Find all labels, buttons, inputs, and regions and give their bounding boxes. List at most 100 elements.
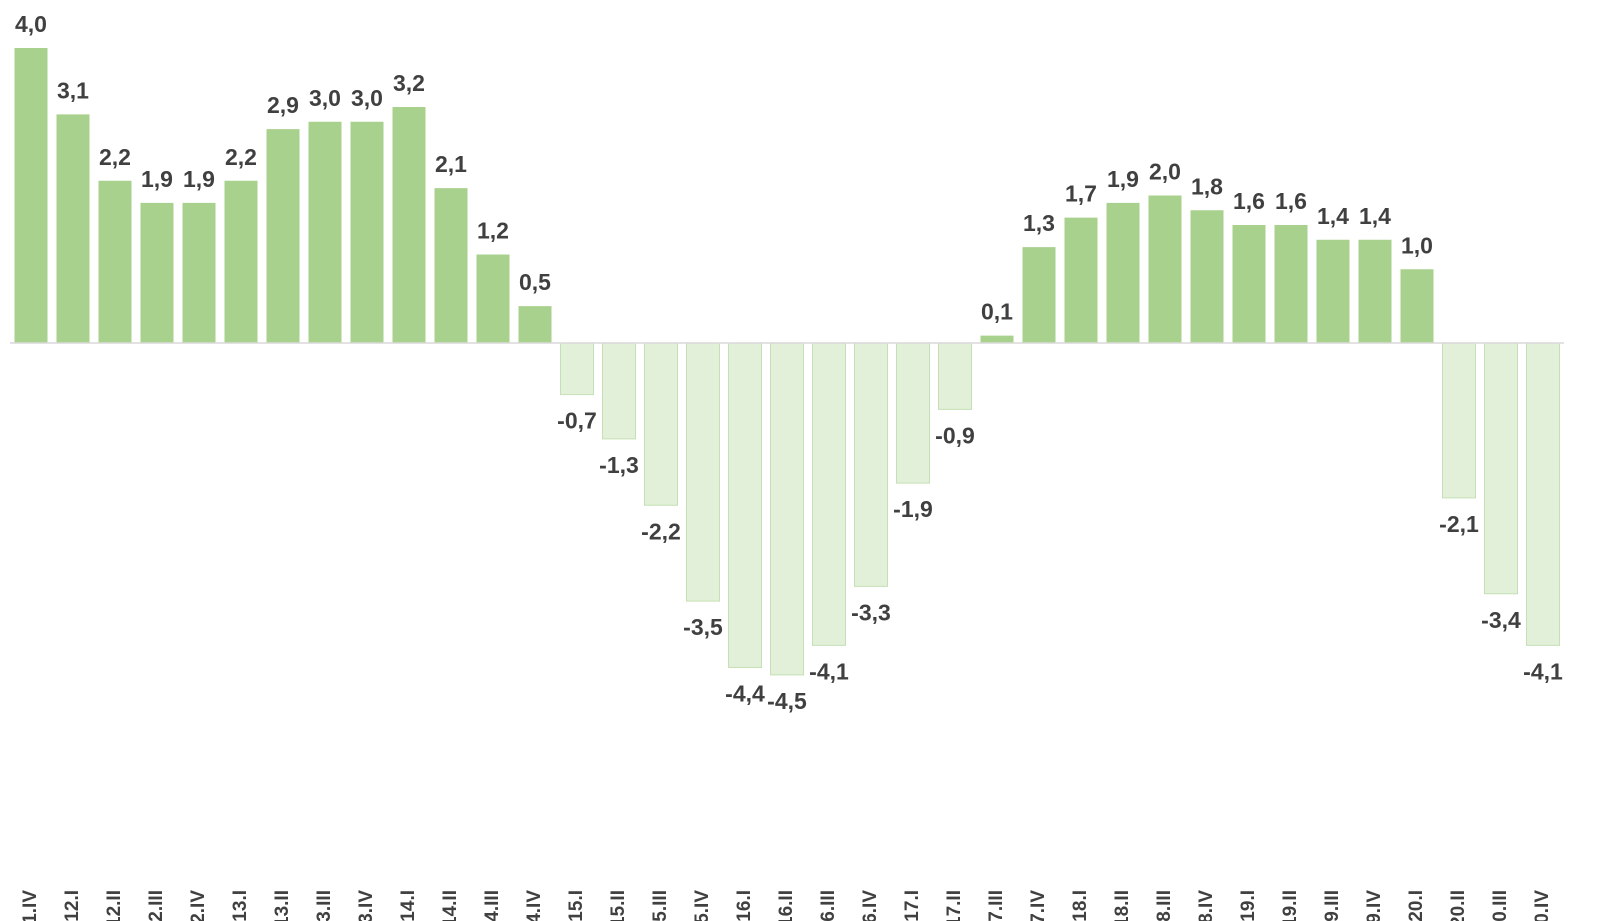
value-label: 1,4 <box>1317 203 1349 229</box>
bar <box>1400 269 1434 343</box>
value-label: 3,2 <box>393 70 425 96</box>
bar <box>308 121 342 343</box>
x-tick-label: 2019.II <box>1280 890 1301 921</box>
value-label: -2,1 <box>1439 511 1479 537</box>
value-label: -0,7 <box>557 408 597 434</box>
x-tick-label: 2011.IV <box>20 890 41 921</box>
x-tick-label: 2016.III <box>818 890 839 921</box>
x-tick-label: 2019.IV <box>1364 890 1385 921</box>
x-tick-label: 2015.II <box>608 890 629 921</box>
x-tick-label: 2013.II <box>272 890 293 921</box>
bar <box>1316 239 1350 343</box>
bar <box>1442 342 1476 499</box>
value-label: 2,0 <box>1149 159 1181 185</box>
bar <box>266 129 300 343</box>
value-label: -4,4 <box>725 681 765 707</box>
bar <box>518 306 552 343</box>
x-tick-label: 2013.IV <box>356 890 377 921</box>
bar <box>686 342 720 602</box>
value-label: 4,0 <box>15 11 47 37</box>
x-tick-label: 2020.II <box>1448 890 1469 921</box>
value-label: -3,4 <box>1481 607 1521 633</box>
value-label: 1,2 <box>477 218 509 244</box>
x-tick-label: 2018.II <box>1112 890 1133 921</box>
value-label: -2,2 <box>641 518 681 544</box>
bar <box>56 114 90 343</box>
bar <box>1526 342 1560 646</box>
value-label: -4,1 <box>809 658 849 684</box>
value-label: 1,9 <box>1107 166 1139 192</box>
bar <box>854 342 888 587</box>
value-label: -4,1 <box>1523 658 1563 684</box>
bar <box>140 202 174 343</box>
x-tick-label: 2012.IV <box>188 890 209 921</box>
bar <box>392 107 426 343</box>
bar <box>1022 247 1056 343</box>
value-label: 2,2 <box>225 144 257 170</box>
value-label: -4,5 <box>767 688 807 714</box>
x-tick-label: 2014.III <box>482 890 503 921</box>
bar <box>1064 217 1098 343</box>
value-label: 1,8 <box>1191 173 1223 199</box>
x-tick-label: 2018.III <box>1154 890 1175 921</box>
bar <box>812 342 846 646</box>
bar <box>644 342 678 506</box>
bar <box>1148 195 1182 343</box>
x-tick-label: 2017.IV <box>1028 890 1049 921</box>
value-label: 2,1 <box>435 151 467 177</box>
value-label: 1,9 <box>141 166 173 192</box>
value-label: -3,5 <box>683 614 723 640</box>
x-tick-label: 2014.II <box>440 890 461 921</box>
value-label: 1,3 <box>1023 210 1055 236</box>
value-label: -3,3 <box>851 599 891 625</box>
x-tick-label: 2017.I <box>902 890 923 921</box>
x-tick-label: 2019.III <box>1322 890 1343 921</box>
x-tick-label: 2012.II <box>104 890 125 921</box>
value-label: 1,4 <box>1359 203 1391 229</box>
value-label: 2,2 <box>99 144 131 170</box>
bar <box>14 48 48 343</box>
bar <box>1106 202 1140 343</box>
x-tick-label: 2014.I <box>398 890 419 921</box>
x-tick-label: 2015.IV <box>692 890 713 921</box>
x-tick-label: 2016.I <box>734 890 755 921</box>
value-label: 1,7 <box>1065 181 1097 207</box>
x-tick-label: 2013.I <box>230 890 251 921</box>
x-tick-label: 2012.III <box>146 890 167 921</box>
bar <box>476 254 510 343</box>
value-label: -0,9 <box>935 422 975 448</box>
bar <box>1274 225 1308 343</box>
x-tick-label: 2016.IV <box>860 890 881 921</box>
value-label: 3,1 <box>57 77 89 103</box>
value-label: 1,6 <box>1233 188 1265 214</box>
x-tick-label: 2020.III <box>1490 890 1511 921</box>
value-label: 3,0 <box>351 85 383 111</box>
bar <box>980 335 1014 343</box>
x-tick-label: 2013.III <box>314 890 335 921</box>
value-label: 0,1 <box>981 299 1013 325</box>
bar <box>1232 225 1266 343</box>
x-tick-label: 2017.II <box>944 890 965 921</box>
bar <box>770 342 804 676</box>
bar <box>560 342 594 396</box>
bar <box>434 188 468 343</box>
bar <box>1190 210 1224 343</box>
x-tick-label: 2020.IV <box>1532 890 1553 921</box>
x-tick-label: 2018.I <box>1070 890 1091 921</box>
value-label: 1,6 <box>1275 188 1307 214</box>
value-label: -1,9 <box>893 496 933 522</box>
value-label: -1,3 <box>599 452 639 478</box>
bar <box>728 342 762 668</box>
value-label: 3,0 <box>309 85 341 111</box>
x-tick-label: 2015.III <box>650 890 671 921</box>
value-label: 2,9 <box>267 92 299 118</box>
x-tick-label: 2016.II <box>776 890 797 921</box>
x-tick-label: 2014.IV <box>524 890 545 921</box>
x-tick-label: 2015.I <box>566 890 587 921</box>
x-tick-label: 2020.I <box>1406 890 1427 921</box>
bar <box>938 342 972 410</box>
bar <box>602 342 636 440</box>
bar <box>224 180 258 343</box>
x-tick-label: 2018.IV <box>1196 890 1217 921</box>
value-label: 1,9 <box>183 166 215 192</box>
